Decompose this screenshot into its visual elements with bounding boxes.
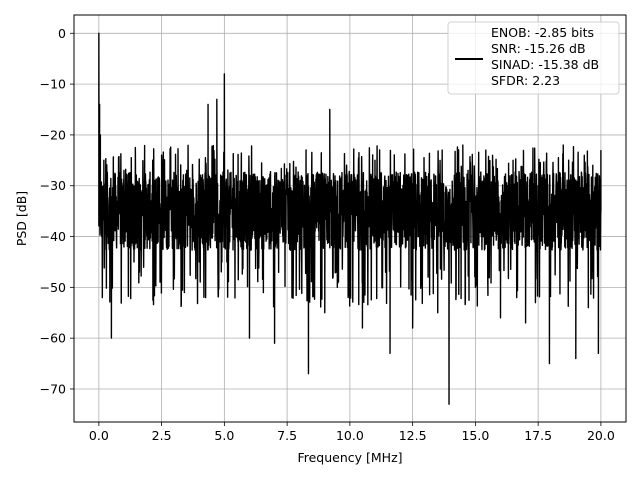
- y-tick-label: −40: [40, 229, 66, 244]
- y-tick-label: −10: [40, 77, 66, 92]
- legend-entry: ENOB: -2.85 bits: [491, 25, 594, 40]
- x-tick-label: 7.5: [277, 428, 297, 443]
- x-tick-label: 5.0: [214, 428, 234, 443]
- legend-entry: SFDR: 2.23: [491, 73, 560, 88]
- x-tick-label: 15.0: [461, 428, 489, 443]
- x-tick-label: 17.5: [524, 428, 552, 443]
- x-tick-label: 20.0: [587, 428, 615, 443]
- legend-box: [447, 21, 620, 95]
- legend: ENOB: -2.85 bits SNR: -15.26 dB SINAD: -…: [447, 21, 620, 95]
- y-tick-label: −20: [40, 127, 66, 142]
- legend-entry: SNR: -15.26 dB: [491, 41, 586, 56]
- y-axis-label: PSD [dB]: [14, 191, 29, 246]
- y-tick-label: 0: [58, 26, 66, 41]
- y-tick-label: −60: [40, 331, 66, 346]
- y-axis-ticks: 0 −10 −20 −30 −40 −50 −60 −70: [40, 26, 74, 396]
- psd-series: [98, 32, 602, 405]
- x-tick-label: 12.5: [399, 428, 427, 443]
- x-axis-ticks: 0.0 2.5 5.0 7.5 10.0 12.5 15.0 17.5 20.0: [89, 422, 615, 443]
- x-tick-label: 2.5: [152, 428, 172, 443]
- y-tick-label: −50: [40, 280, 66, 295]
- y-tick-label: −70: [40, 381, 66, 396]
- psd-line: [98, 32, 602, 405]
- x-axis-label: Frequency [MHz]: [297, 450, 402, 465]
- y-tick-label: −30: [40, 178, 66, 193]
- legend-entry: SINAD: -15.38 dB: [491, 57, 599, 72]
- x-tick-label: 0.0: [89, 428, 109, 443]
- x-tick-label: 10.0: [336, 428, 364, 443]
